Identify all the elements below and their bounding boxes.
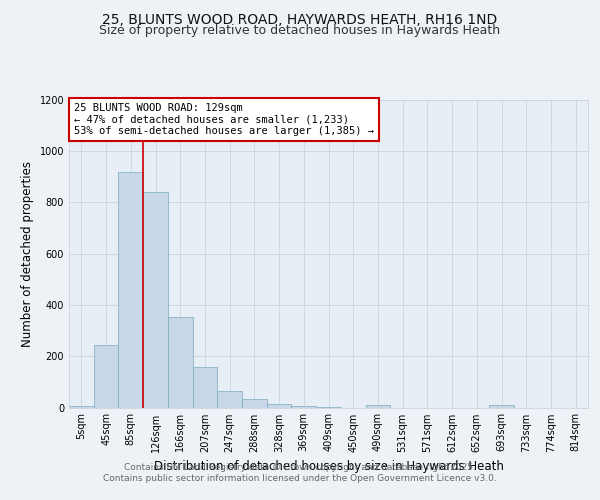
Bar [69, 406, 94, 407]
Bar [242, 398, 267, 407]
Text: Contains public sector information licensed under the Open Government Licence v3: Contains public sector information licen… [103, 474, 497, 483]
Y-axis label: Number of detached properties: Number of detached properties [21, 161, 34, 347]
Bar [292, 406, 316, 407]
Bar [316, 407, 341, 408]
Bar [193, 366, 217, 408]
Bar [365, 405, 390, 407]
X-axis label: Distribution of detached houses by size in Haywards Heath: Distribution of detached houses by size … [154, 460, 503, 473]
Text: Size of property relative to detached houses in Haywards Heath: Size of property relative to detached ho… [100, 24, 500, 37]
Bar [168, 316, 193, 408]
Bar [217, 391, 242, 407]
Text: 25 BLUNTS WOOD ROAD: 129sqm
← 47% of detached houses are smaller (1,233)
53% of : 25 BLUNTS WOOD ROAD: 129sqm ← 47% of det… [74, 103, 374, 136]
Bar [118, 172, 143, 408]
Bar [489, 405, 514, 407]
Bar [267, 404, 292, 407]
Text: Contains HM Land Registry data © Crown copyright and database right 2025.: Contains HM Land Registry data © Crown c… [124, 462, 476, 471]
Bar [94, 344, 118, 408]
Bar [143, 192, 168, 408]
Text: 25, BLUNTS WOOD ROAD, HAYWARDS HEATH, RH16 1ND: 25, BLUNTS WOOD ROAD, HAYWARDS HEATH, RH… [103, 12, 497, 26]
